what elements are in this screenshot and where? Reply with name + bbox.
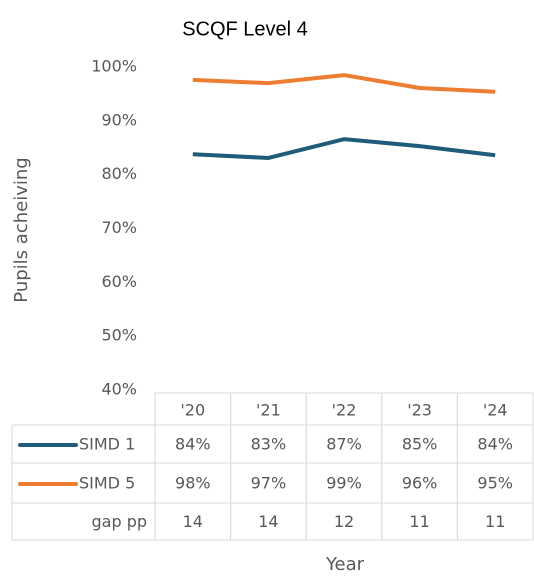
table-value: 84% [175, 435, 211, 454]
y-axis-label: Pupils acheiving [11, 157, 32, 302]
table-row-label: gap pp [91, 512, 147, 531]
table-value: 98% [175, 474, 211, 493]
series-line [192, 73, 496, 94]
x-axis-label: Year [325, 554, 365, 575]
x-tick-label: '21 [256, 401, 281, 420]
table-value: 99% [326, 474, 362, 493]
legend-label: SIMD 1 [79, 435, 135, 454]
series-line [192, 137, 496, 160]
table-value: 12 [334, 512, 354, 531]
y-tick-label: 70% [101, 218, 137, 237]
table-value: 97% [251, 474, 287, 493]
legend-label: SIMD 5 [79, 474, 135, 493]
y-tick-label: 40% [101, 380, 137, 399]
chart-title: SCQF Level 4 [182, 18, 308, 40]
table-value: 96% [402, 474, 438, 493]
table-value: 14 [183, 512, 203, 531]
table-value: 95% [477, 474, 513, 493]
x-tick-label: '22 [332, 401, 357, 420]
y-tick-label: 90% [101, 110, 137, 129]
table-value: 14 [258, 512, 278, 531]
table-value: 11 [485, 512, 505, 531]
y-tick-label: 80% [101, 164, 137, 183]
x-tick-label: '20 [180, 401, 205, 420]
table-cell [456, 392, 534, 541]
table-value: 11 [409, 512, 429, 531]
x-tick-label: '24 [483, 401, 508, 420]
table-value: 85% [402, 435, 438, 454]
y-tick-label: 100% [91, 57, 137, 76]
table-value: 83% [251, 435, 287, 454]
table-value: 84% [477, 435, 513, 454]
y-tick-label: 60% [101, 272, 137, 291]
table-value: 87% [326, 435, 362, 454]
x-tick-label: '23 [407, 401, 432, 420]
y-tick-label: 50% [101, 326, 137, 345]
